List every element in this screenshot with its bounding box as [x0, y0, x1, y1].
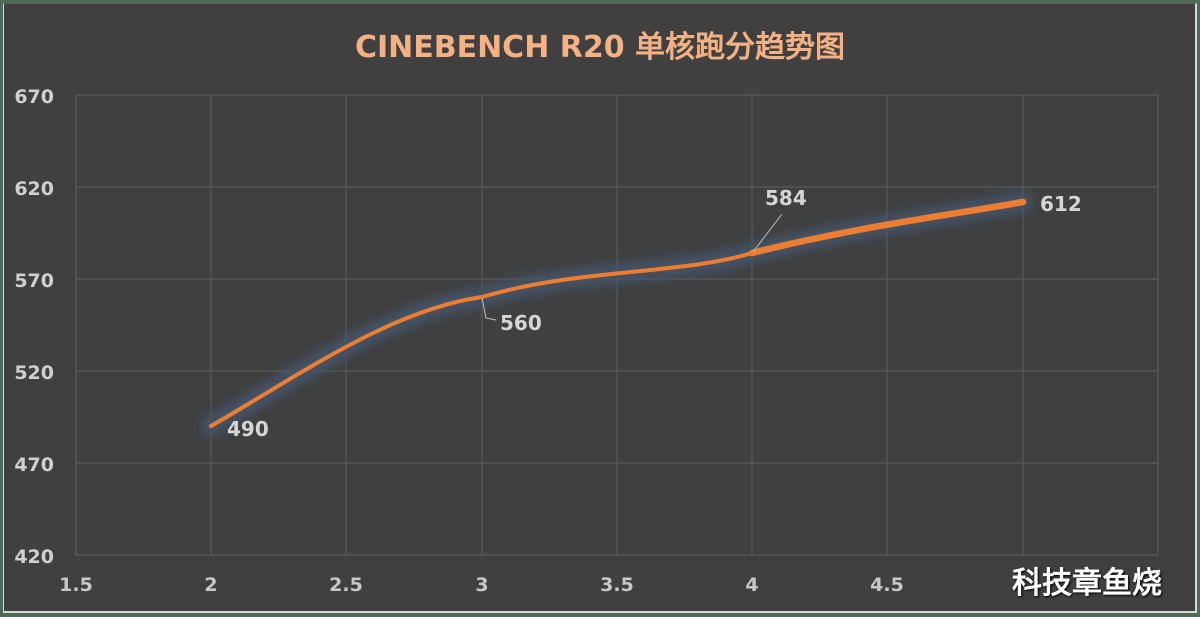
y-tick-label: 420	[14, 546, 54, 568]
y-tick-label: 470	[14, 454, 54, 476]
x-tick-label: 2.5	[329, 574, 363, 596]
y-tick-label: 670	[14, 86, 54, 108]
x-tick-label: 3.5	[600, 574, 634, 596]
x-tick-label: 2	[204, 574, 218, 596]
chart-frame	[3, 3, 1197, 613]
x-tick-label: 1.5	[59, 574, 93, 596]
data-label-584: 584	[765, 186, 807, 210]
series-line	[209, 251, 754, 428]
data-label-612: 612	[1040, 192, 1082, 216]
gridlines	[75, 94, 1159, 556]
leader-line-584	[752, 213, 783, 253]
y-tick-label: 570	[14, 270, 54, 292]
x-tick-label: 4.5	[870, 574, 904, 596]
watermark: 科技章鱼烧	[1012, 566, 1162, 601]
y-tick-label: 520	[14, 362, 54, 384]
series-line-thick	[748, 198, 1027, 257]
x-tick-label: 3	[475, 574, 489, 596]
leader-line-560	[481, 297, 497, 321]
y-tick-label: 620	[14, 178, 54, 200]
chart-title: CINEBENCH R20 单核跑分趋势图	[354, 30, 846, 65]
data-label-490: 490	[227, 417, 269, 441]
data-label-560: 560	[500, 311, 542, 335]
x-tick-label: 4	[745, 574, 759, 596]
